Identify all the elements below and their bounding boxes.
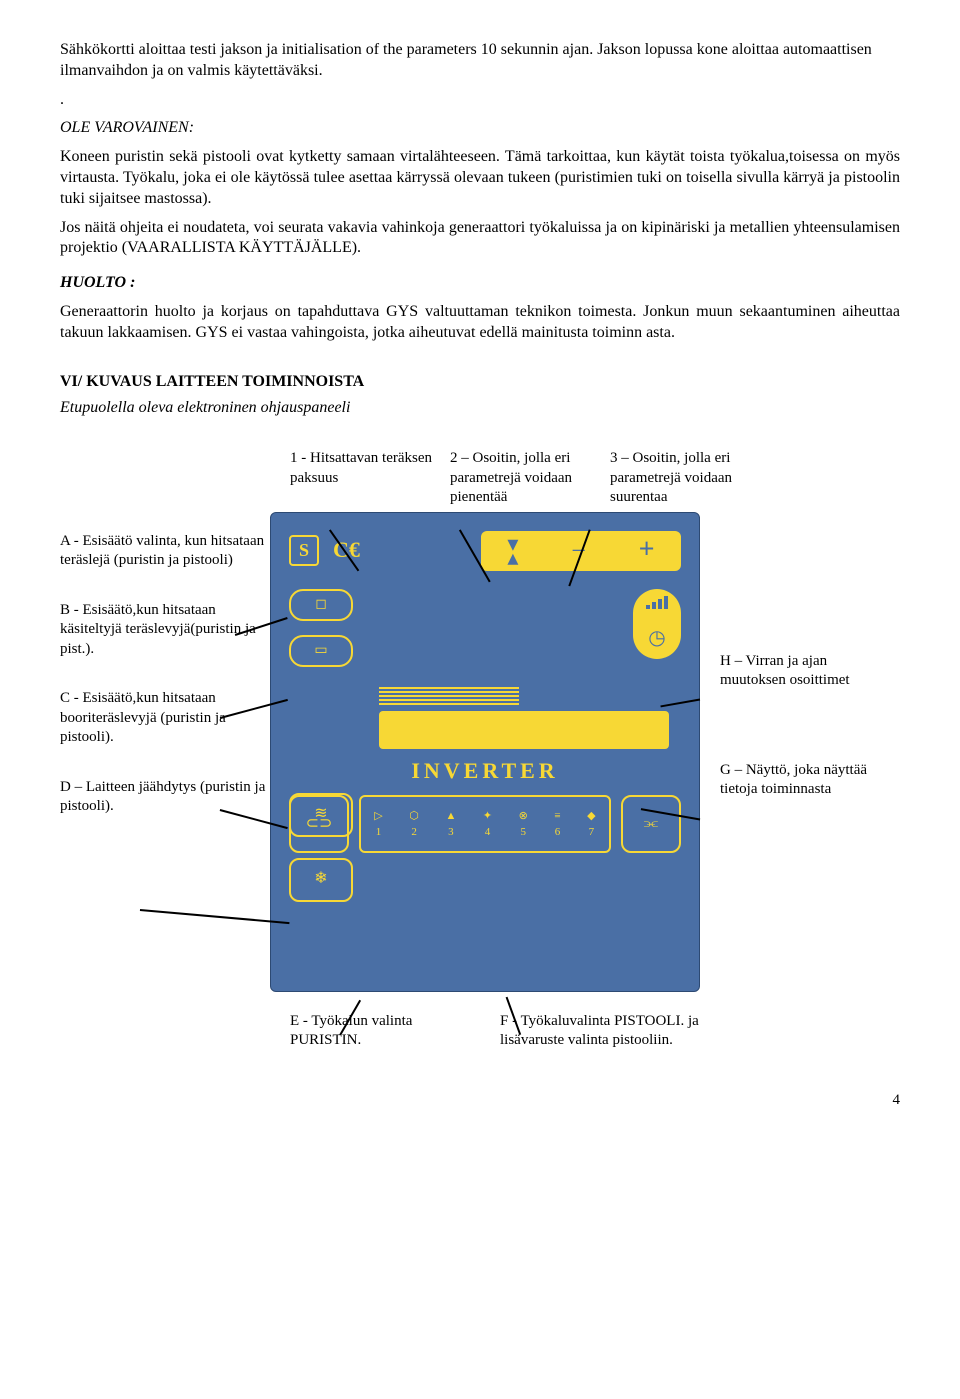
intro-dot: . — [60, 90, 900, 111]
s-badge: S — [289, 535, 319, 566]
label-c: C - Esisäätö,kun hitsataan booriteräslev… — [60, 689, 270, 748]
label-g: G – Näyttö, joka näyttää tietoja toiminn… — [720, 761, 890, 800]
label-h: H – Virran ja ajan muutoksen osoittimet — [720, 652, 890, 691]
label-d: D – Laitteen jäähdytys (puristin ja pist… — [60, 778, 270, 817]
caution-p2: Jos näitä ohjeita ei noudateta, voi seur… — [60, 218, 900, 260]
maint-p1: Generaattorin huolto ja korjaus on tapah… — [60, 302, 900, 344]
label-2: 2 – Osoitin, jolla eri parametrejä voida… — [450, 449, 610, 508]
increase-button[interactable]: + — [639, 532, 655, 568]
accessory-panel[interactable]: ▷1 ⬡2 ▲3 ✦4 ⊗5 ≡6 ◆7 — [359, 795, 611, 853]
clock-icon: ◷ — [648, 625, 665, 651]
right-labels-col: H – Virran ja ajan muutoksen osoittimet … — [720, 512, 890, 870]
panel-diagram-wrap: 1 - Hitsattavan teräksen paksuus 2 – Oso… — [60, 449, 900, 1051]
label-e: E - Työkalun valinta PURISTIN. — [290, 1012, 500, 1051]
mode-b-pill[interactable]: ▭ — [289, 635, 353, 667]
intro-paragraph: Sähkökortti aloittaa testi jakson ja ini… — [60, 40, 900, 82]
label-a: A - Esisäätö valinta, kun hitsataan terä… — [60, 532, 270, 571]
section6-heading: VI/ KUVAUS LAITTEEN TOIMINNOISTA — [60, 372, 900, 393]
inverter-logo: INVERTER — [289, 757, 681, 786]
info-display — [379, 711, 669, 749]
indicator-pill: ◷ — [633, 589, 681, 659]
bottom-labels-row: E - Työkalun valinta PURISTIN. F - Työka… — [290, 1012, 900, 1051]
current-bars-icon — [646, 596, 668, 609]
cooling-pill[interactable]: ❄ — [289, 858, 353, 902]
top-labels-row: 1 - Hitsattavan teräksen paksuus 2 – Oso… — [290, 449, 900, 508]
mode-c-pill[interactable]: ≋ — [289, 793, 353, 837]
label-b: B - Esisäätö,kun hitsataan käsiteltyjä t… — [60, 601, 270, 660]
label-1: 1 - Hitsattavan teräksen paksuus — [290, 449, 450, 508]
label-3: 3 – Osoitin, jolla eri parametrejä voida… — [610, 449, 770, 508]
left-labels-col: A - Esisäätö valinta, kun hitsataan terä… — [60, 512, 270, 847]
maint-heading: HUOLTO : — [60, 273, 900, 294]
mode-a-pill[interactable]: ◻ — [289, 589, 353, 621]
separator-lines — [379, 687, 681, 705]
page-number: 4 — [60, 1091, 900, 1111]
caution-p1: Koneen puristin sekä pistooli ovat kytke… — [60, 147, 900, 209]
label-f: F - Työkaluvalinta PISTOOLI. ja lisävaru… — [500, 1012, 790, 1051]
control-panel: S C€ ▾▴ − + ◻ ▭ — [270, 512, 700, 992]
section6-subheading: Etupuolella oleva elektroninen ohjauspan… — [60, 398, 900, 419]
caution-heading: OLE VAROVAINEN: — [60, 118, 900, 139]
decrease-button[interactable]: ▾▴ — [507, 537, 518, 563]
pistooli-select[interactable]: ⫘ — [621, 795, 681, 853]
